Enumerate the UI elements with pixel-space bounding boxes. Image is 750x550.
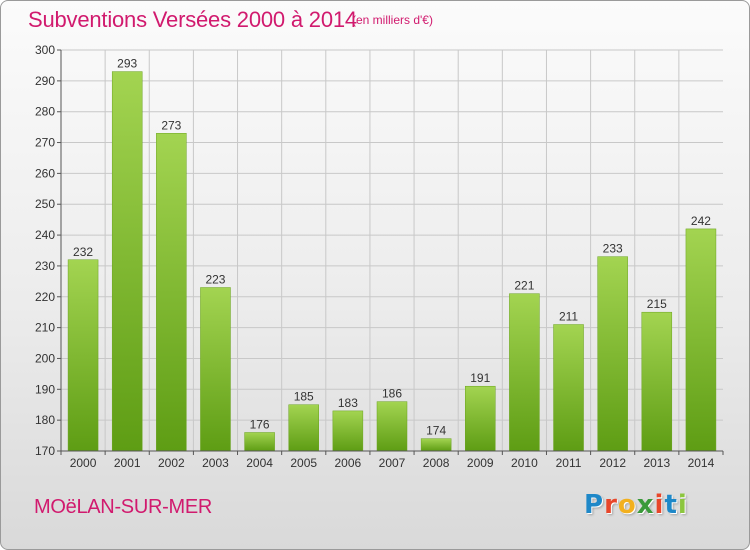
y-tick-label: 250 — [35, 197, 55, 211]
y-tick-label: 200 — [35, 351, 55, 365]
bar-value-label: 174 — [426, 424, 446, 438]
x-tick-label: 2003 — [202, 456, 229, 470]
x-tick-label: 2007 — [379, 456, 406, 470]
x-tick-label: 2002 — [158, 456, 185, 470]
bar-value-label: 232 — [73, 245, 93, 259]
y-tick-label: 170 — [35, 444, 55, 458]
bar-value-label: 215 — [647, 297, 667, 311]
proxiti-logo: Proxiti — [584, 490, 688, 520]
logo-letter: t — [664, 490, 678, 520]
y-tick-label: 180 — [35, 413, 55, 427]
x-tick-label: 2005 — [290, 456, 317, 470]
axes: 170 180 190 200 210 220 230 240 250 260 270 280 290 3… — [35, 43, 724, 470]
bar-value-label: 191 — [470, 371, 490, 385]
x-tick-label: 2011 — [556, 456, 582, 470]
y-tick-label: 300 — [35, 43, 55, 57]
x-tick-label: 2004 — [246, 456, 273, 470]
y-tick-label: 210 — [35, 321, 55, 335]
x-tick-label: 2000 — [70, 456, 97, 470]
bar — [244, 432, 275, 452]
logo-letter: o — [617, 490, 637, 520]
logo-letter: P — [584, 490, 605, 520]
bar — [641, 311, 673, 452]
x-tick-label: 2014 — [688, 456, 715, 470]
x-tick-label: 2013 — [643, 456, 670, 470]
x-tick-label: 2006 — [335, 456, 362, 470]
bar-value-label: 185 — [294, 390, 314, 404]
bar — [156, 133, 187, 452]
chart-subtitle: (en milliers d'€) — [352, 13, 433, 27]
bar — [111, 71, 143, 452]
commune-name: MOëLAN-SUR-MER — [34, 496, 213, 518]
y-tick-label: 290 — [35, 74, 55, 88]
x-tick-label: 2009 — [467, 456, 494, 470]
y-tick-label: 280 — [35, 105, 55, 119]
chart-title: Subventions Versées 2000 à 2014 — [28, 7, 357, 32]
bar — [288, 404, 319, 452]
bar-value-label: 273 — [161, 118, 181, 132]
bar-value-label: 233 — [603, 242, 623, 256]
bar — [200, 287, 231, 452]
logo-letter: r — [604, 490, 618, 520]
bar-value-label: 242 — [691, 214, 711, 228]
x-tick-label: 2010 — [511, 456, 538, 470]
bar — [509, 293, 540, 452]
bar — [376, 401, 408, 452]
bar-value-label: 183 — [338, 396, 358, 410]
bar — [553, 324, 584, 452]
bar — [465, 385, 496, 452]
bar-value-label: 223 — [205, 273, 225, 287]
x-tick-label: 2008 — [423, 456, 450, 470]
logo-letter: i — [654, 490, 665, 520]
logo-letter: i — [677, 490, 688, 520]
logo-letter: x — [636, 490, 655, 520]
x-tick-label: 2001 — [114, 456, 141, 470]
bar — [332, 410, 364, 452]
bar — [420, 438, 452, 452]
bar-value-label: 186 — [382, 387, 402, 401]
bar — [67, 259, 99, 452]
y-tick-label: 260 — [35, 166, 55, 180]
bar-value-label: 293 — [117, 57, 137, 71]
bar-value-label: 176 — [250, 417, 270, 431]
y-tick-label: 220 — [35, 290, 55, 304]
bar-value-label: 211 — [559, 310, 578, 324]
bar-value-label: 221 — [514, 279, 534, 293]
bars: 232 293 273 223 176 185 183 186 174 191 221 211 233 2… — [67, 57, 717, 452]
bar — [597, 256, 628, 452]
y-tick-label: 270 — [35, 136, 55, 150]
bar — [685, 228, 717, 452]
y-tick-label: 190 — [35, 382, 55, 396]
y-tick-label: 230 — [35, 259, 55, 273]
y-tick-label: 240 — [35, 228, 55, 242]
x-tick-label: 2012 — [599, 456, 626, 470]
